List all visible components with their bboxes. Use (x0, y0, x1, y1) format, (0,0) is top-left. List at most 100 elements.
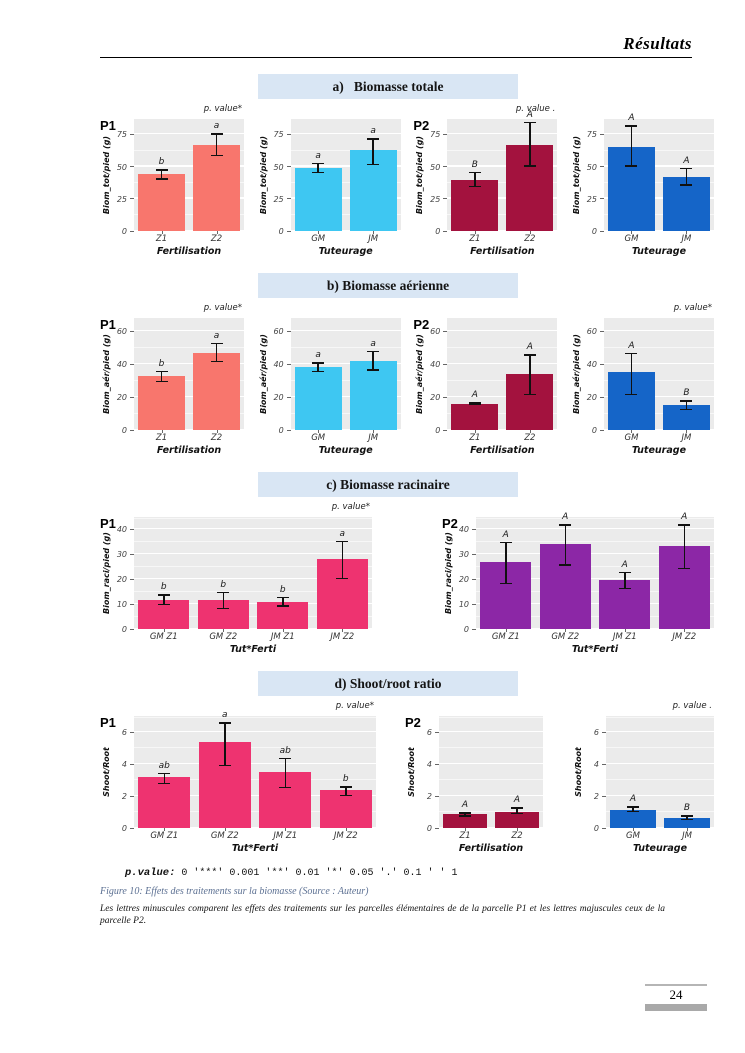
major-gridline (134, 527, 372, 530)
major-gridline (603, 165, 714, 167)
bar (451, 403, 499, 430)
error-bar (625, 352, 638, 396)
minor-gridline (439, 811, 543, 812)
x-tick-mark (163, 629, 165, 632)
minor-gridline (290, 412, 401, 414)
error-bar-cap (210, 360, 223, 363)
error-bar (339, 786, 352, 796)
error-bar (210, 133, 223, 157)
y-tick-mark (130, 429, 134, 431)
significance-letter: A (562, 512, 569, 523)
major-gridline (603, 329, 714, 332)
major-gridline (439, 826, 543, 828)
y-tick-label: 40 (273, 360, 284, 370)
x-tick-label: Z1 (155, 234, 168, 244)
y-axis-title: Shoot/Root (102, 747, 111, 797)
major-gridline (606, 826, 714, 828)
x-tick-mark (529, 231, 531, 234)
x-axis-title: Fertilisation (156, 246, 222, 257)
major-gridline (476, 552, 714, 555)
minor-gridline (134, 590, 372, 592)
x-tick-mark (505, 629, 507, 632)
x-axis: GM JM (604, 430, 714, 445)
error-bar (312, 162, 325, 174)
error-bar (523, 354, 536, 396)
chart-body: Biom_tot/pied (g) 0 25 50 75 A A (570, 113, 714, 236)
pvalue-legend-text: 0 '***' 0.001 '**' 0.01 '*' 0.05 '.' 0.1… (175, 868, 458, 879)
pvalue-legend-label: p.value: (125, 867, 176, 879)
bar-chart: p. value* P1 Biom_tot/pied (g) 0 25 50 75 b a Z1 Z… (100, 102, 244, 257)
y-tick-label: 20 (116, 575, 127, 585)
minor-gridline (447, 213, 558, 215)
error-bar (218, 722, 231, 767)
error-bar (468, 171, 481, 188)
y-tick-label: 0 (463, 625, 469, 634)
minor-gridline (134, 213, 244, 215)
error-bar (618, 571, 631, 590)
y-tick-mark (130, 578, 134, 580)
y-tick-label: 60 (586, 327, 597, 337)
p-value-label: p. value . (672, 701, 712, 711)
minor-gridline (439, 747, 543, 748)
x-tick-mark (633, 828, 634, 831)
plot-area: A A A A (476, 512, 714, 629)
bar-chart: p. value . Shoot/Root 0 2 4 6 A B GM JM Tuteurage (572, 699, 714, 854)
error-bar-stem (160, 169, 163, 180)
minor-gridline (447, 149, 558, 151)
minor-gridline (476, 565, 714, 567)
bar (294, 367, 342, 430)
minor-gridline (447, 346, 558, 348)
error-bar-stem (564, 524, 566, 566)
error-bar (523, 121, 536, 167)
y-tick-label: 0 (121, 227, 127, 236)
y-tick-label: 40 (116, 525, 127, 535)
minor-gridline (134, 412, 244, 414)
x-axis-title: Fertilisation (156, 445, 222, 456)
minor-gridline (134, 716, 376, 718)
error-bar (559, 524, 572, 566)
y-axis: Shoot/Root 0 2 4 6 (572, 716, 606, 833)
error-bar-stem (505, 541, 507, 585)
y-tick-label: 40 (586, 360, 597, 370)
significance-letter: A (621, 559, 628, 570)
y-tick-mark (602, 731, 606, 733)
page-header-title: Résultats (623, 34, 692, 53)
x-tick-mark (517, 828, 518, 831)
panel-label: P2 (413, 118, 430, 133)
chart-body: Biom_raci/pied (g) 0 10 20 30 40 b b b a (100, 517, 372, 634)
x-tick-label: Z2 (524, 433, 536, 443)
y-tick-label: 2 (121, 792, 127, 801)
major-gridline (134, 329, 244, 332)
y-tick-label: 0 (435, 426, 441, 435)
y-axis: Biom_raci/pied (g) 0 10 20 30 40 (100, 517, 134, 634)
x-tick-label: JM Z2 (333, 831, 358, 841)
error-bar (681, 815, 693, 820)
x-tick-mark (474, 231, 476, 234)
x-tick-mark (164, 828, 166, 831)
panel-label: P1 (100, 516, 116, 531)
p-value-label: p. value* (673, 303, 712, 313)
significance-letter: b (220, 579, 227, 590)
error-bar-stem (215, 342, 218, 363)
error-bar-stem (317, 362, 319, 373)
error-bar-stem (372, 138, 374, 166)
y-tick-label: 4 (593, 760, 599, 769)
bar-chart: P2 Shoot/Root 0 2 4 6 A A Z1 Z2 Fertilisation (405, 699, 543, 854)
y-tick-mark (130, 827, 134, 829)
y-tick-label: 30 (116, 550, 127, 560)
error-bar-stem (630, 352, 633, 396)
x-tick-mark (373, 430, 375, 433)
y-tick-label: 0 (593, 824, 599, 833)
x-tick-label: JM Z1 (270, 632, 295, 642)
bar (494, 812, 540, 828)
x-tick-mark (216, 231, 218, 234)
x-tick-label: GM Z2 (209, 632, 238, 642)
minor-gridline (134, 565, 372, 567)
y-axis: Biom_tot/pied (g) 0 25 50 75 (100, 119, 134, 236)
minor-gridline (290, 379, 401, 381)
